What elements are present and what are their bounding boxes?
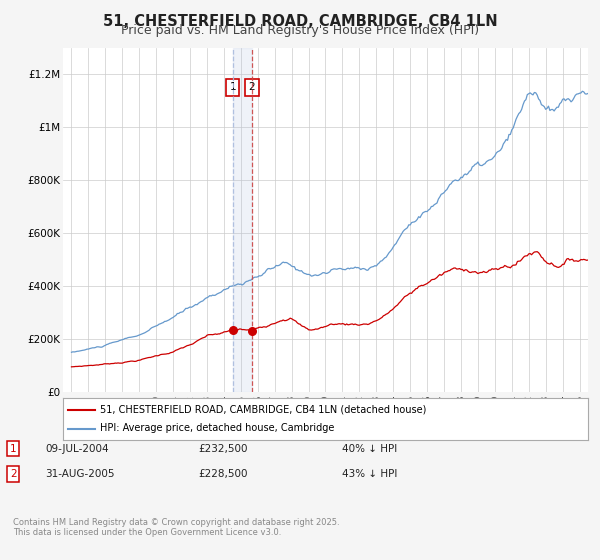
Text: £232,500: £232,500 bbox=[198, 444, 248, 454]
Text: 1: 1 bbox=[229, 82, 236, 92]
Text: 1: 1 bbox=[10, 444, 17, 454]
Text: 51, CHESTERFIELD ROAD, CAMBRIDGE, CB4 1LN: 51, CHESTERFIELD ROAD, CAMBRIDGE, CB4 1L… bbox=[103, 14, 497, 29]
Text: £228,500: £228,500 bbox=[198, 469, 248, 479]
Bar bbox=[233, 48, 252, 392]
Text: HPI: Average price, detached house, Cambridge: HPI: Average price, detached house, Camb… bbox=[100, 423, 334, 433]
Text: 51, CHESTERFIELD ROAD, CAMBRIDGE, CB4 1LN (detached house): 51, CHESTERFIELD ROAD, CAMBRIDGE, CB4 1L… bbox=[100, 404, 426, 414]
Text: 31-AUG-2005: 31-AUG-2005 bbox=[45, 469, 115, 479]
Text: Price paid vs. HM Land Registry's House Price Index (HPI): Price paid vs. HM Land Registry's House … bbox=[121, 24, 479, 37]
Text: 43% ↓ HPI: 43% ↓ HPI bbox=[342, 469, 397, 479]
Text: 2: 2 bbox=[10, 469, 17, 479]
Text: Contains HM Land Registry data © Crown copyright and database right 2025.
This d: Contains HM Land Registry data © Crown c… bbox=[13, 518, 340, 538]
Point bbox=[228, 326, 238, 335]
Text: 40% ↓ HPI: 40% ↓ HPI bbox=[342, 444, 397, 454]
Text: 2: 2 bbox=[248, 82, 256, 92]
Point bbox=[247, 327, 257, 336]
Text: 09-JUL-2004: 09-JUL-2004 bbox=[45, 444, 109, 454]
